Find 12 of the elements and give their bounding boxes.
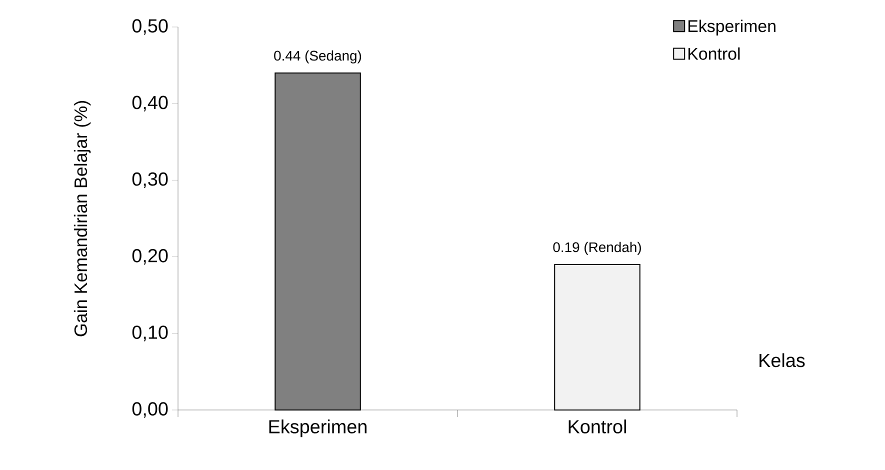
y-tick-label: 0,10: [132, 326, 168, 342]
legend-label: Eksperimen: [688, 20, 776, 36]
data-label: 0.44 (Sedang): [274, 50, 362, 64]
data-label: 0.19 (Rendah): [553, 242, 641, 255]
y-tick-label: 0,40: [132, 96, 168, 112]
y-tick-label: 0,00: [132, 402, 168, 418]
x-axis-title: Kelas: [760, 353, 805, 368]
y-axis-title: Gain Kemandirian Belajar (%): [74, 101, 91, 336]
legend-label: Kontrol: [688, 47, 740, 60]
y-tick-label: 0,30: [132, 172, 168, 188]
y-tick-label: 0,50: [132, 19, 168, 35]
y-tick-label: 0,20: [132, 248, 168, 265]
